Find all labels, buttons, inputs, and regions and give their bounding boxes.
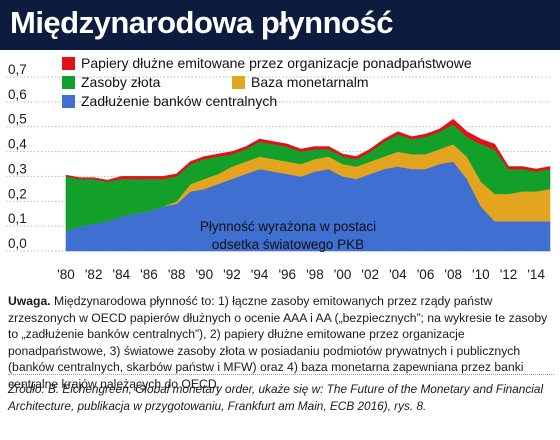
x-tick-label: '94 [251,267,269,282]
x-tick-label: '92 [223,267,241,282]
y-axis-ticks: 0,0 0,1 0,2 0,3 0,4 0,5 0,6 0,7 [8,62,27,251]
y-tick-label: 0,3 [8,161,27,176]
x-tick-label: '90 [195,267,213,282]
chart-annotation-line-2: odsetka światowego PKB [212,237,364,252]
y-tick-label: 0,1 [8,211,27,226]
source-citation: Źródło: B. Eichengreen, Global monetary … [8,382,544,413]
legend-label: Baza monetarnalm [251,74,369,90]
x-tick-label: '96 [278,267,296,282]
x-tick-label: '86 [140,267,158,282]
y-tick-label: 0,4 [8,137,27,152]
area-series-3 [65,118,551,182]
legend-swatch [62,76,75,89]
x-tick-label: '06 [417,267,435,282]
chart-annotation-line-1: Płynność wyrażona w postaci [200,219,376,234]
note-label: Uwaga. [8,294,51,308]
divider [8,374,554,375]
note-text: Międzynarodowa płynność to: 1) łączne za… [8,294,548,391]
legend-label: Zasoby złota [81,74,161,90]
legend-swatch [62,57,75,70]
chart-note: Uwaga. Międzynarodowa płynność to: 1) łą… [8,293,554,393]
y-tick-label: 0,7 [8,62,27,77]
liquidity-chart: 0,0 0,1 0,2 0,3 0,4 0,5 0,6 0,7 '80 '82 '84 '86 '88… [6,55,551,282]
x-tick-label: '00 [334,267,352,282]
legend-label: Papiery dłużne emitowane przez organizac… [81,55,472,71]
x-tick-label: '12 [500,267,518,282]
x-tick-label: '98 [306,267,324,282]
x-tick-label: '08 [444,267,462,282]
legend-swatch [232,76,245,89]
x-tick-label: '10 [472,267,490,282]
x-tick-label: '14 [527,267,545,282]
x-tick-label: '84 [113,267,131,282]
y-tick-label: 0,0 [8,236,27,251]
chart-legend: Papiery dłużne emitowane przez organizac… [62,55,472,109]
x-tick-label: '04 [389,267,407,282]
x-tick-label: '02 [361,267,379,282]
x-tick-label: '82 [85,267,103,282]
y-tick-label: 0,5 [8,112,27,127]
y-tick-label: 0,6 [8,87,27,102]
x-tick-label: '88 [168,267,186,282]
legend-swatch [62,95,75,108]
x-axis-ticks: '80 '82 '84 '86 '88 '90 '92 '94 '96 '98 '00 '02 '04 '… [57,267,545,282]
x-tick-label: '80 [57,267,75,282]
chart-areas [65,118,551,252]
page-title: Międzynarodowa płynność [10,5,393,40]
legend-label: Zadłużenie banków centralnych [81,93,277,109]
header-bar: Międzynarodowa płynność [0,0,560,50]
y-tick-label: 0,2 [8,186,27,201]
